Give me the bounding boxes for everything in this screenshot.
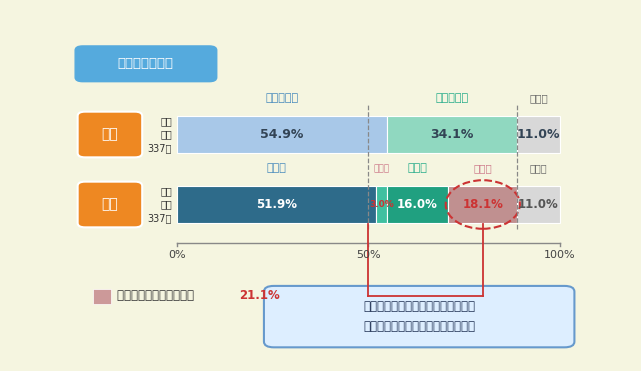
FancyBboxPatch shape xyxy=(75,46,217,82)
Text: 16.0%: 16.0% xyxy=(397,198,438,211)
Text: 別寝室: 別寝室 xyxy=(408,163,428,173)
FancyBboxPatch shape xyxy=(517,186,560,223)
Text: 54.9%: 54.9% xyxy=(260,128,304,141)
Text: 3.0%: 3.0% xyxy=(369,200,394,209)
FancyBboxPatch shape xyxy=(387,186,448,223)
FancyBboxPatch shape xyxy=(78,182,142,227)
Text: 11.0%: 11.0% xyxy=(518,198,559,211)
Text: 現実: 現実 xyxy=(101,197,119,211)
Text: 同寝室希望: 同寝室希望 xyxy=(265,93,299,103)
FancyBboxPatch shape xyxy=(376,186,387,223)
FancyBboxPatch shape xyxy=(264,286,574,347)
Text: その他: その他 xyxy=(529,163,547,173)
Text: 50%: 50% xyxy=(356,250,381,260)
Text: 希望が叶わない夫の割合: 希望が叶わない夫の割合 xyxy=(117,289,198,302)
FancyBboxPatch shape xyxy=(177,186,376,223)
Text: 11.0%: 11.0% xyxy=(517,128,560,141)
Text: 夫の理想と現実: 夫の理想と現実 xyxy=(118,57,174,70)
FancyBboxPatch shape xyxy=(387,116,517,153)
FancyBboxPatch shape xyxy=(78,112,142,157)
Text: 別寝室: 別寝室 xyxy=(373,164,389,173)
Text: 100%: 100% xyxy=(544,250,576,260)
Text: 同寝室: 同寝室 xyxy=(474,163,492,173)
Text: 51.9%: 51.9% xyxy=(256,198,297,211)
Text: 夫の
実態
337人: 夫の 実態 337人 xyxy=(147,186,172,223)
Text: 34.1%: 34.1% xyxy=(431,128,474,141)
Text: 夫の
希望
337人: 夫の 希望 337人 xyxy=(147,116,172,153)
Text: 別寝室希望: 別寝室希望 xyxy=(436,93,469,103)
Text: 21.1%: 21.1% xyxy=(239,289,280,302)
Text: 0%: 0% xyxy=(168,250,186,260)
Text: 同寝室希望者よりも、別寝室希望者
の方が、願いが叶わない割合が高い: 同寝室希望者よりも、別寝室希望者 の方が、願いが叶わない割合が高い xyxy=(363,300,475,333)
FancyBboxPatch shape xyxy=(177,116,387,153)
FancyBboxPatch shape xyxy=(517,116,560,153)
Text: 理想: 理想 xyxy=(101,128,119,141)
FancyBboxPatch shape xyxy=(92,289,112,305)
Text: 同寝室: 同寝室 xyxy=(266,163,286,173)
Text: 18.1%: 18.1% xyxy=(462,198,503,211)
Text: その他: その他 xyxy=(529,93,548,103)
FancyBboxPatch shape xyxy=(448,186,517,223)
